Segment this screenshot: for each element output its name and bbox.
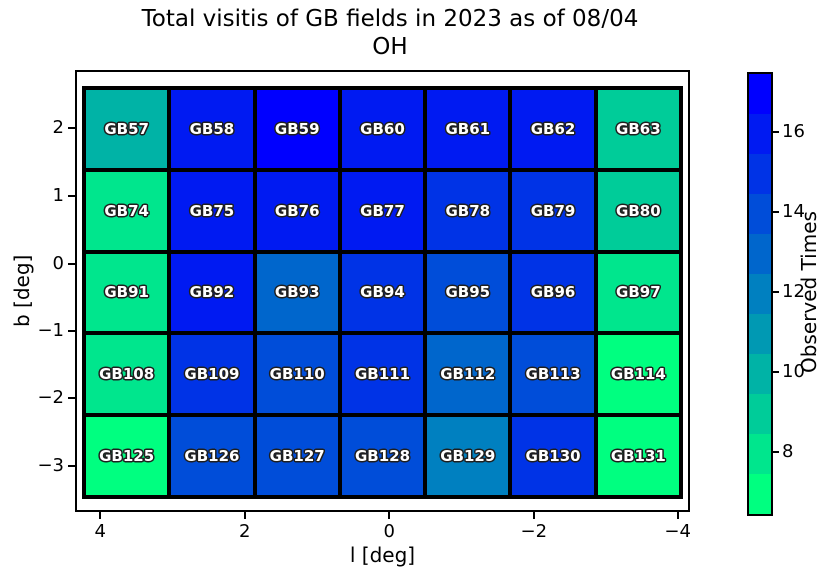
y-tick-mark [68,194,75,197]
colorbar-band-14 [749,194,771,234]
heatmap-cell-gb126: GB126 [171,417,253,495]
y-tick-label: −3 [37,455,64,477]
colorbar-band-13 [749,234,771,274]
heatmap-cell-gb110: GB110 [256,335,338,414]
heatmap-cell-gb75: GB75 [171,171,253,250]
y-axis-label: b [deg] [10,254,34,328]
colorbar-tick-mark [773,371,779,373]
x-tick-label: 2 [239,521,251,542]
heatmap-cell-gb129: GB129 [427,417,509,495]
y-tick-label: 2 [52,116,64,138]
x-tick-mark [532,512,535,519]
chart-title: Total visitis of GB fields in 2023 as of… [141,6,639,32]
colorbar-tick-mark [773,291,779,293]
y-tick-label: −1 [37,319,64,341]
heatmap-cell-gb78: GB78 [427,171,509,250]
colorbar-band-15 [749,154,771,194]
chart-subtitle: OH [372,34,408,60]
heatmap-grid: GB57 GB58 GB59 GB60 GB61 GB62 GB63 GB74 GB75 GB76… [82,86,683,499]
heatmap-cell-gb57: GB57 [86,90,168,168]
x-tick-mark [388,512,391,519]
colorbar-tick-mark [773,451,779,453]
colorbar [747,72,773,516]
colorbar-label: Observed Times [797,211,821,373]
colorbar-band-7 [749,474,771,514]
x-tick-label: 4 [94,521,106,542]
heatmap-cell-gb131: GB131 [597,417,679,495]
heatmap-cell-gb111: GB111 [341,335,424,414]
colorbar-band-16 [749,114,771,154]
heatmap-cell-gb94: GB94 [341,253,424,332]
heatmap-cell-gb113: GB113 [512,335,594,414]
heatmap-cell-gb62: GB62 [512,90,594,168]
heatmap-cell-gb59: GB59 [256,90,338,168]
heatmap-cell-gb130: GB130 [512,417,594,495]
heatmap-cell-gb63: GB63 [597,90,679,168]
heatmap-cell-gb108: GB108 [86,335,168,414]
heatmap-cell-gb60: GB60 [341,90,424,168]
heatmap-cell-gb109: GB109 [171,335,253,414]
y-tick-mark [68,396,75,399]
colorbar-tick-label: 14 [782,201,805,222]
colorbar-tick-label: 16 [782,121,805,142]
heatmap-cell-gb74: GB74 [86,171,168,250]
x-tick-label: −2 [520,521,548,542]
heatmap-cell-gb125: GB125 [86,417,168,495]
y-tick-label: 0 [52,253,64,275]
heatmap-cell-gb91: GB91 [86,253,168,332]
heatmap-cell-gb128: GB128 [341,417,424,495]
x-tick-mark [243,512,246,519]
y-tick-label: 1 [52,184,64,206]
x-axis-label: l [deg] [349,543,416,567]
heatmap-cell-gb97: GB97 [597,253,679,332]
y-tick-mark [68,263,75,266]
colorbar-band-12 [749,274,771,314]
colorbar-tick-label: 8 [782,441,794,462]
colorbar-band-17 [749,74,771,114]
colorbar-band-11 [749,314,771,354]
heatmap-cell-gb58: GB58 [171,90,253,168]
colorbar-band-10 [749,354,771,394]
heatmap-cell-gb77: GB77 [341,171,424,250]
x-tick-mark [676,512,679,519]
heatmap-cell-gb93: GB93 [256,253,338,332]
x-tick-label: 0 [383,521,395,542]
colorbar-band-8 [749,434,771,474]
colorbar-tick-label: 10 [782,361,805,382]
heatmap-cell-gb61: GB61 [427,90,509,168]
colorbar-band-9 [749,394,771,434]
heatmap-cell-gb76: GB76 [256,171,338,250]
heatmap-cell-gb92: GB92 [171,253,253,332]
colorbar-tick-mark [773,211,779,213]
colorbar-tick-label: 12 [782,281,805,302]
heatmap-cell-gb127: GB127 [256,417,338,495]
heatmap-cell-gb80: GB80 [597,171,679,250]
heatmap-cell-gb114: GB114 [597,335,679,414]
x-tick-mark [99,512,102,519]
heatmap-cell-gb112: GB112 [427,335,509,414]
y-tick-mark [68,126,75,129]
y-tick-mark [68,465,75,468]
heatmap-cell-gb95: GB95 [427,253,509,332]
colorbar-tick-mark [773,131,779,133]
y-tick-mark [68,329,75,332]
heatmap-cell-gb96: GB96 [512,253,594,332]
plot-area: GB57 GB58 GB59 GB60 GB61 GB62 GB63 GB74 GB75 GB76… [75,70,690,512]
x-tick-label: −4 [664,521,691,542]
y-tick-label: −2 [37,386,64,408]
heatmap-cell-gb79: GB79 [512,171,594,250]
